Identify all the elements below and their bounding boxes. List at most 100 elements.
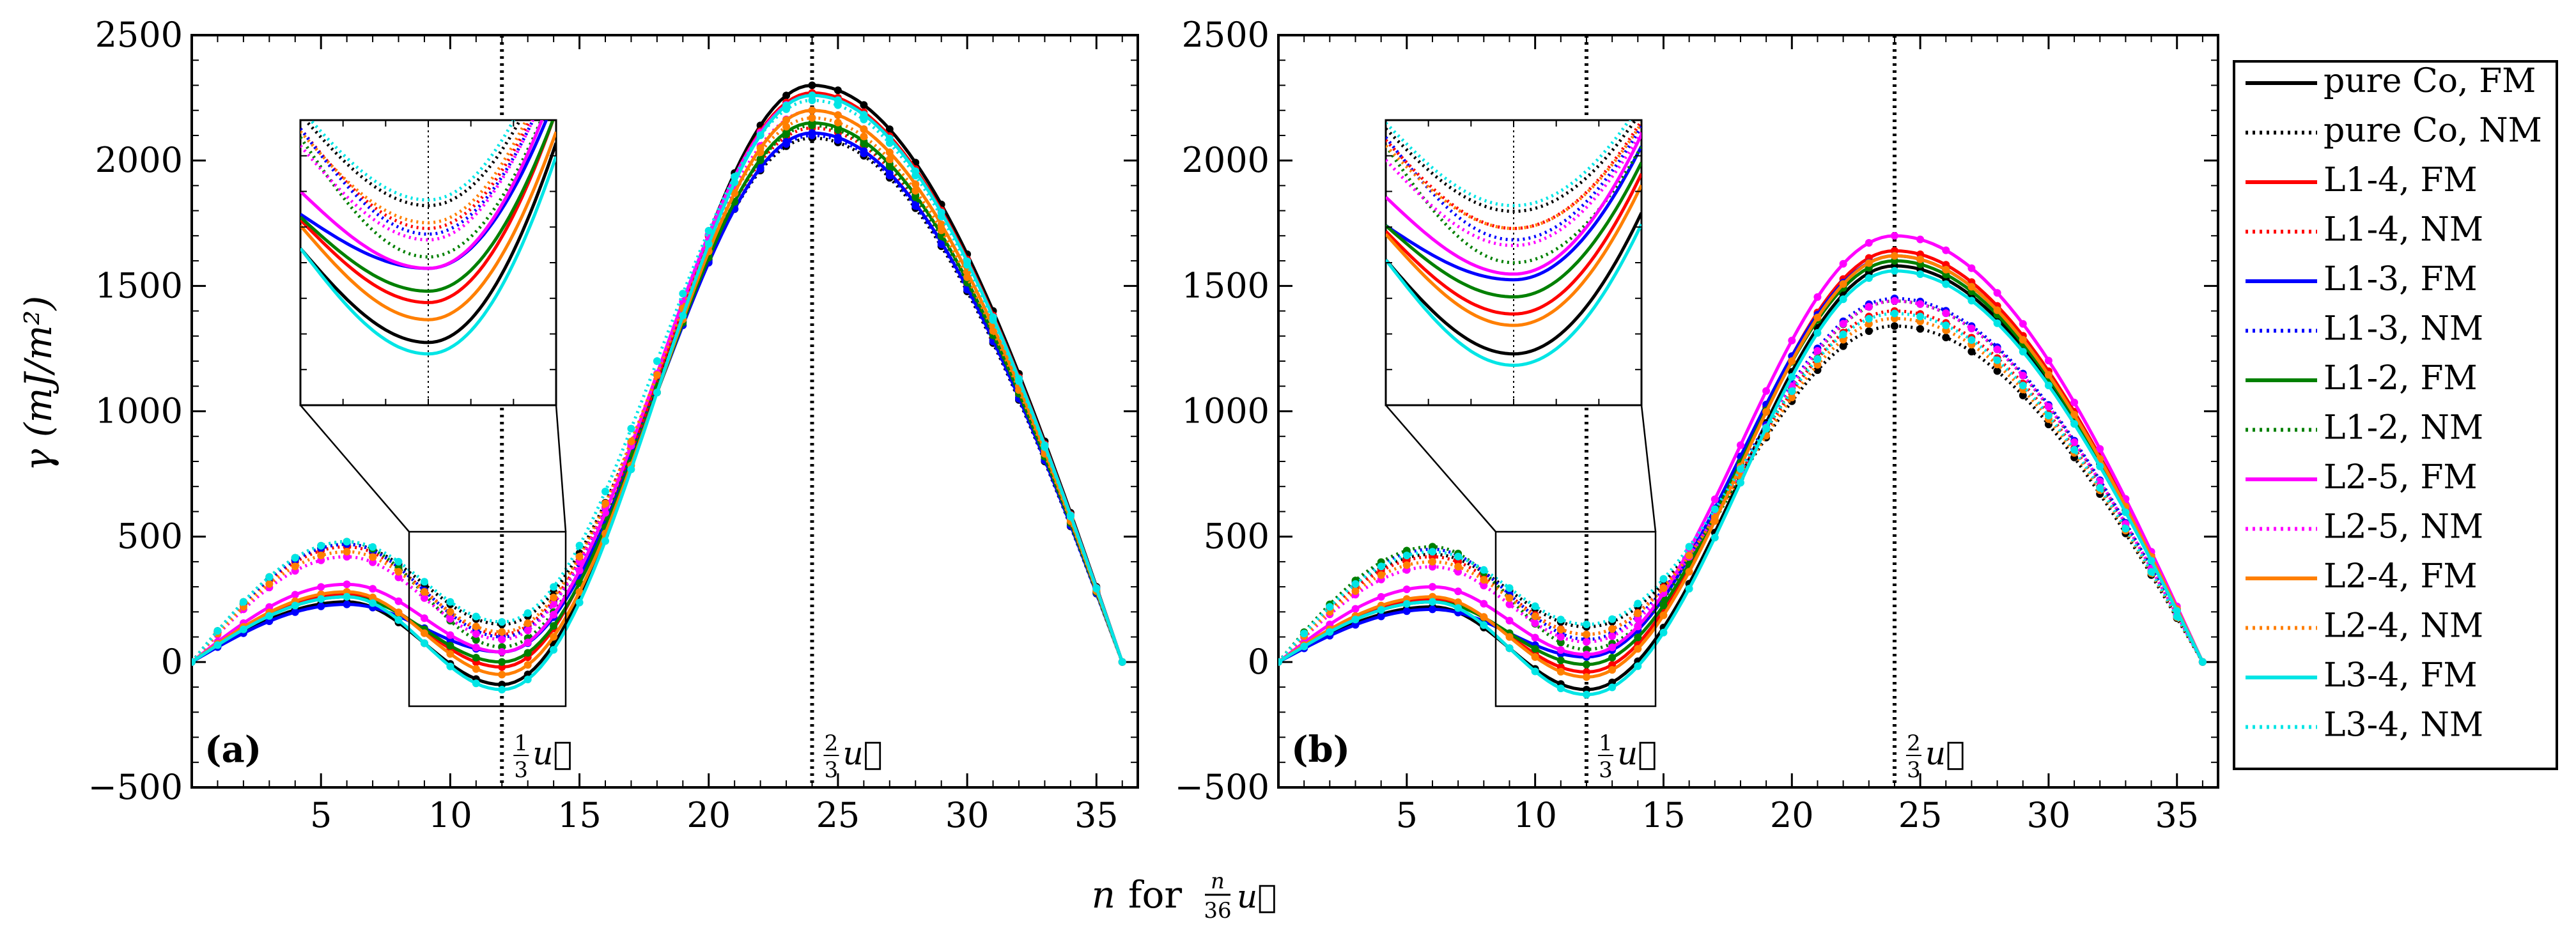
y-tick-label: 1500 [95, 265, 183, 305]
data-point [472, 665, 480, 673]
vline-annotation: 13 u⃗ [513, 731, 572, 783]
data-point [446, 615, 454, 623]
legend-entry-label: L2-4, FM [2324, 557, 2478, 596]
data-point [291, 608, 299, 616]
data-point [1967, 336, 1976, 344]
legend-entry-label: L2-4, NM [2324, 607, 2483, 646]
data-point [885, 171, 894, 180]
data-point [834, 136, 842, 144]
data-point [1429, 548, 1436, 556]
data-point [498, 670, 506, 679]
data-point [1583, 638, 1590, 646]
data-point [937, 232, 945, 240]
data-point [885, 162, 894, 171]
annotation-frac-num: 2 [825, 731, 839, 756]
data-point [1556, 615, 1565, 624]
data-point [1634, 645, 1642, 653]
inset-series-line [300, 120, 544, 270]
data-point [1685, 585, 1693, 593]
data-point [756, 156, 764, 164]
data-point [1942, 321, 1950, 330]
panel-a: 5 10 15 20 25 30 35 −500 0 500 1000 1500 2000 2500 (a)… [88, 15, 1139, 835]
data-point [1015, 386, 1023, 394]
data-point [1402, 599, 1411, 608]
data-point [1813, 293, 1822, 301]
data-point [1608, 632, 1617, 640]
data-point [653, 371, 661, 379]
legend: pure Co, FM pure Co, NM L1-4, FM L1-4, NM L1… [2233, 60, 2558, 770]
data-point [860, 125, 868, 134]
data-point [1993, 306, 2001, 314]
data-point [394, 573, 403, 582]
data-point [575, 558, 584, 566]
data-point [1967, 264, 1976, 272]
data-point [1583, 651, 1590, 659]
data-point [1505, 600, 1514, 608]
data-point [1608, 643, 1617, 651]
data-point [1531, 612, 1539, 621]
data-point [369, 543, 377, 551]
data-point [1916, 300, 1925, 308]
data-point [808, 121, 816, 130]
data-point [446, 650, 454, 658]
data-point [369, 593, 377, 601]
data-point [550, 646, 558, 654]
data-point [937, 212, 945, 220]
data-point [1634, 623, 1642, 631]
legend-entry-label: pure Co, FM [2324, 62, 2536, 100]
data-point [1865, 259, 1873, 267]
data-point [1865, 314, 1873, 323]
legend-entry-label: L1-3, FM [2324, 260, 2478, 298]
data-point [1839, 259, 1847, 268]
data-point [627, 424, 635, 433]
inset-series-line [1386, 223, 1641, 367]
y-tick-label: 500 [1204, 516, 1269, 557]
vline-annotation: 13 u⃗ [1597, 731, 1657, 783]
y-tick-label: 1000 [95, 391, 183, 431]
data-point [498, 618, 506, 626]
data-point [2070, 445, 2079, 454]
data-point [885, 148, 894, 157]
data-point [885, 155, 894, 164]
data-point [1839, 295, 1847, 304]
data-point [1711, 534, 1719, 542]
data-point [860, 101, 868, 109]
data-point [1916, 313, 1925, 321]
data-point [1066, 513, 1075, 521]
x-tick-label: 15 [1641, 795, 1686, 835]
x-axis-label: n for n 36 u⃗ [1092, 869, 1277, 924]
data-point [627, 465, 635, 474]
legend-entry-label: L1-4, NM [2324, 211, 2483, 249]
data-point [2070, 410, 2079, 419]
data-point [1890, 322, 1898, 330]
data-point [2147, 557, 2155, 565]
data-point [446, 642, 454, 650]
data-point [420, 578, 428, 586]
data-point [1762, 424, 1771, 433]
data-point [912, 193, 920, 201]
data-point [1531, 602, 1539, 610]
data-point [1608, 625, 1617, 633]
data-point [2070, 438, 2079, 446]
data-point [1377, 606, 1385, 614]
y-tick-label: 2500 [1182, 15, 1269, 55]
data-point [472, 644, 480, 651]
data-point [524, 626, 532, 635]
data-point [1480, 576, 1488, 584]
data-point [575, 553, 584, 561]
x-axis-label-vec: u⃗ [1237, 878, 1276, 915]
data-point [1429, 605, 1436, 614]
data-point [291, 562, 299, 571]
data-point [1583, 690, 1590, 699]
data-point [239, 625, 247, 633]
x-tick-label: 10 [428, 795, 472, 835]
annotation-frac-num: 1 [1599, 731, 1613, 756]
data-point [1737, 479, 1744, 487]
x-tick-label: 20 [1770, 795, 1814, 835]
data-point [1531, 633, 1539, 642]
data-point [192, 658, 196, 666]
inset-series-line [1386, 120, 1631, 208]
data-point [731, 178, 739, 187]
data-point [550, 633, 558, 641]
